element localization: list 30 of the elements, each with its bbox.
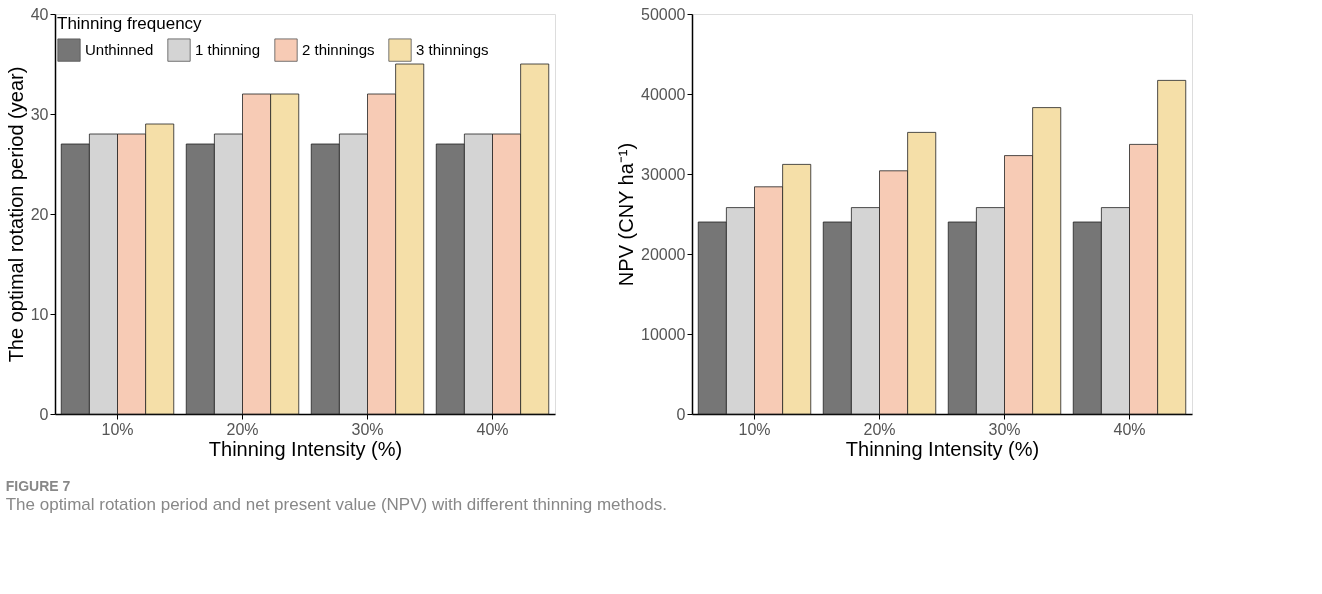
legend-title: Thinning frequency (57, 14, 203, 33)
x-tick-label: 40% (1113, 420, 1146, 438)
y-tick-label: 20000 (641, 245, 686, 263)
x-tick-label: 20% (863, 420, 896, 438)
y-tick-label: 40000 (641, 85, 686, 103)
legend-label: 2 thinnings (302, 41, 375, 59)
caption: FIGURE 7 (5, 477, 71, 494)
x-axis-title: Thinning Intensity (%) (208, 437, 403, 460)
y-tick-label: 50000 (641, 5, 686, 23)
x-tick-label: 30% (351, 420, 384, 438)
legend-label: 3 thinnings (416, 41, 489, 59)
x-tick-label: 40% (476, 420, 509, 438)
y-axis-title: The optimal rotation period (year) (4, 66, 27, 363)
y-tick-label: 10 (30, 305, 49, 323)
y-tick-label: 20 (30, 205, 49, 223)
x-tick-label: 10% (738, 420, 771, 438)
x-tick-label: 30% (988, 420, 1021, 438)
legend-label: Unthinned (85, 41, 154, 59)
legend-label: 1 thinning (195, 41, 261, 59)
y-tick-label: 0 (676, 405, 686, 423)
x-tick-label: 20% (226, 420, 259, 438)
y-tick-label: 0 (39, 405, 49, 423)
y-tick-label: 30000 (641, 165, 686, 183)
y-tick-label: 10000 (641, 325, 686, 343)
y-tick-label: 30 (30, 105, 49, 123)
y-tick-label: 40 (30, 5, 49, 23)
x-tick-label: 10% (101, 420, 134, 438)
text: The optimal rotation period and net present value (NPV) with different thinning methods. (5, 494, 667, 514)
y-axis-title: NPV (CNY ha⁻¹) (615, 142, 638, 287)
x-axis-title: Thinning Intensity (%) (845, 437, 1040, 460)
